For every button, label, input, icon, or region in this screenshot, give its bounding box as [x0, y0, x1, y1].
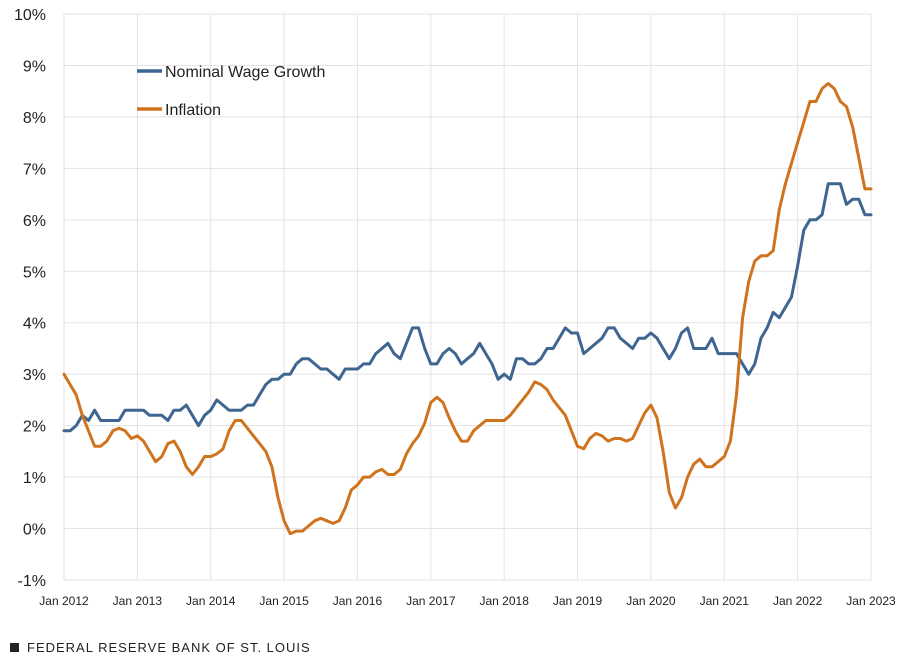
y-tick-label: 6% [23, 213, 46, 230]
y-tick-label: 1% [23, 470, 46, 487]
y-tick-label: 7% [23, 161, 46, 178]
x-tick-label: Jan 2021 [700, 594, 750, 608]
y-tick-label: 2% [23, 419, 46, 436]
legend-label-1: Inflation [165, 102, 221, 119]
legend-label-0: Nominal Wage Growth [165, 64, 325, 81]
x-axis-ticks: Jan 2012 Jan 2013 Jan 2014 Jan 2015 Jan 2016… [39, 594, 896, 608]
x-tick-label: Jan 2019 [553, 594, 603, 608]
series-line-0 [62, 182, 873, 433]
y-tick-label: 9% [23, 58, 46, 75]
y-tick-label: 4% [23, 316, 46, 333]
y-tick-label: 3% [23, 367, 46, 384]
footer-square-icon [10, 643, 19, 652]
footer-source: FEDERAL RESERVE BANK OF ST. LOUIS [10, 640, 311, 655]
y-tick-label: -1% [18, 573, 46, 590]
gridlines [63, 13, 872, 581]
x-tick-label: Jan 2016 [333, 594, 383, 608]
y-tick-label: 10% [14, 7, 46, 24]
x-tick-label: Jan 2012 [39, 594, 89, 608]
x-tick-label: Jan 2020 [626, 594, 676, 608]
x-tick-label: Jan 2014 [186, 594, 236, 608]
x-tick-label: Jan 2017 [406, 594, 456, 608]
y-tick-label: 5% [23, 264, 46, 281]
x-tick-label: Jan 2022 [773, 594, 823, 608]
x-tick-label: Jan 2015 [259, 594, 309, 608]
y-tick-label: 0% [23, 522, 46, 539]
x-tick-label: Jan 2023 [846, 594, 896, 608]
series-line-1 [62, 82, 873, 536]
x-tick-label: Jan 2018 [479, 594, 529, 608]
source-text: FEDERAL RESERVE BANK OF ST. LOUIS [27, 640, 311, 655]
series-lines [62, 82, 873, 536]
x-tick-label: Jan 2013 [113, 594, 163, 608]
legend: Nominal Wage Growth Inflation [137, 64, 325, 119]
y-tick-label: 8% [23, 110, 46, 127]
y-axis-ticks: -1% 0% 1% 2% 3% 4% 5% 6% 7% 8% 9% 10% [14, 7, 46, 590]
plot-area-border [63, 13, 872, 581]
